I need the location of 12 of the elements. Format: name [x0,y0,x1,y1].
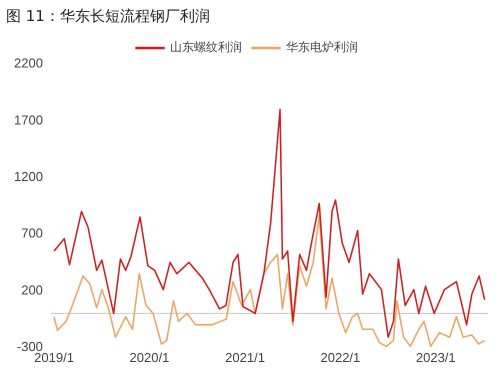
x-tick-label: 2022/1 [320,350,360,365]
y-tick-label: 1700 [14,112,43,128]
y-tick-label: 1200 [14,168,43,184]
chart-title: 图 11：华东长短流程钢厂利润 [6,6,210,25]
x-tick-label: 2021/1 [225,350,265,365]
y-tick-label: 2200 [14,56,43,71]
legend-label: 山东螺纹利润 [170,40,242,54]
y-tick-label: 700 [21,226,43,241]
x-tick-label: 2023/1 [416,350,456,365]
legend-label: 华东电炉利润 [286,40,358,54]
y-tick-label: 200 [21,282,43,298]
x-tick-label: 2020/1 [130,350,170,365]
